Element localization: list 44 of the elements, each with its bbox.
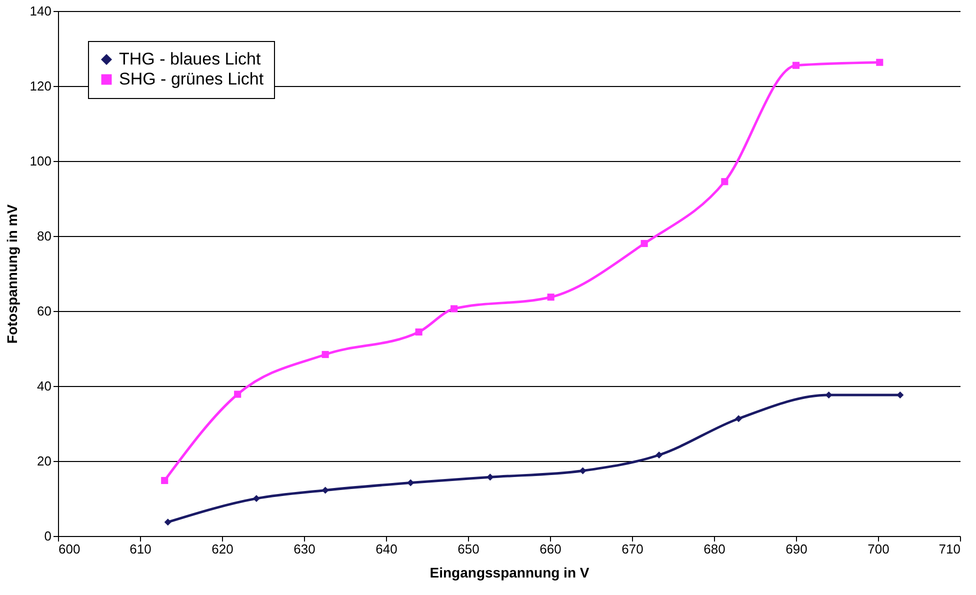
point xyxy=(252,494,260,502)
point xyxy=(450,305,458,312)
y-tick-label: 140 xyxy=(30,4,52,18)
point xyxy=(322,350,329,358)
point xyxy=(721,178,728,186)
y-tick-label: 0 xyxy=(44,528,52,544)
x-tick-label: 680 xyxy=(704,542,726,556)
point xyxy=(579,467,586,474)
y-tick-label: 60 xyxy=(37,304,52,318)
x-tick-label: 660 xyxy=(540,542,562,556)
legend-label: SHG - grünes Licht xyxy=(119,70,264,88)
y-axis-title: Fotospannung in mV xyxy=(4,204,20,344)
x-tick-label: 600 xyxy=(58,542,80,556)
x-tick-label: 640 xyxy=(376,542,398,556)
x-tick-label: 700 xyxy=(868,542,890,556)
point xyxy=(161,476,168,484)
point xyxy=(896,391,904,399)
point xyxy=(656,451,663,459)
y-tick-label: 20 xyxy=(37,454,52,468)
point xyxy=(486,474,494,481)
y-tick-label: 40 xyxy=(37,378,52,394)
x-axis-title: Eingangsspannung in V xyxy=(430,564,590,580)
legend-label: THG - blaues Licht xyxy=(119,50,261,68)
point xyxy=(735,415,742,422)
point xyxy=(415,328,422,336)
point xyxy=(792,62,800,69)
x-tick-label: 650 xyxy=(458,542,480,556)
x-tick-label: 690 xyxy=(786,542,808,556)
x-tick-label: 710 xyxy=(938,542,960,556)
point xyxy=(547,294,554,301)
y-tick-label: 100 xyxy=(30,154,52,168)
x-tick-label: 670 xyxy=(622,542,644,556)
y-tick-label: 120 xyxy=(30,78,52,94)
x-tick-label: 630 xyxy=(294,542,316,556)
point xyxy=(234,390,242,398)
point xyxy=(876,58,884,66)
x-tick-label: 610 xyxy=(130,542,152,556)
y-tick-label: 80 xyxy=(37,228,52,244)
point xyxy=(407,479,414,486)
point xyxy=(322,486,329,494)
point xyxy=(164,518,172,526)
x-tick-label: 620 xyxy=(212,542,234,556)
point xyxy=(825,391,832,399)
point xyxy=(640,240,648,248)
